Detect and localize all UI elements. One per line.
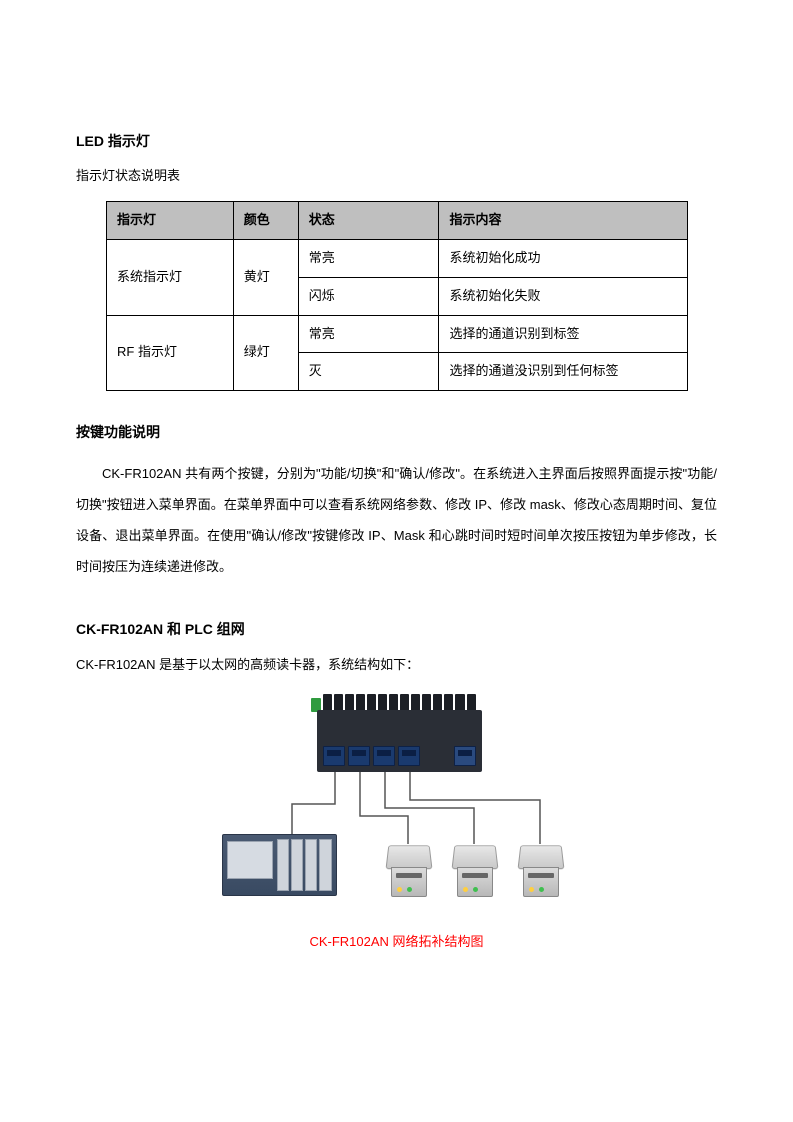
cell-state: 常亮 bbox=[298, 315, 439, 353]
cell-color: 黄灯 bbox=[233, 239, 298, 315]
network-heading: CK-FR102AN 和 PLC 组网 bbox=[76, 618, 717, 640]
ethernet-port bbox=[348, 746, 370, 766]
table-header-row: 指示灯 颜色 状态 指示内容 bbox=[107, 202, 688, 240]
cell-color: 绿灯 bbox=[233, 315, 298, 391]
cell-desc: 选择的通道识别到标签 bbox=[439, 315, 688, 353]
ethernet-switch bbox=[317, 694, 482, 772]
cell-state: 灭 bbox=[298, 353, 439, 391]
led-subtitle: 指示灯状态说明表 bbox=[76, 166, 717, 187]
rfid-reader bbox=[516, 844, 566, 898]
diagram-caption: CK-FR102AN 网络拓补结构图 bbox=[309, 932, 483, 953]
cell-desc: 系统初始化成功 bbox=[439, 239, 688, 277]
button-heading: 按键功能说明 bbox=[76, 421, 717, 443]
led-table: 指示灯 颜色 状态 指示内容 系统指示灯 黄灯 常亮 系统初始化成功 闪烁 系统… bbox=[106, 201, 688, 391]
th-state: 状态 bbox=[298, 202, 439, 240]
switch-body bbox=[317, 710, 482, 772]
th-indicator: 指示灯 bbox=[107, 202, 234, 240]
cell-state: 常亮 bbox=[298, 239, 439, 277]
button-body: CK-FR102AN 共有两个按键，分别为"功能/切换"和"确认/修改"。在系统… bbox=[76, 458, 717, 583]
table-row: 系统指示灯 黄灯 常亮 系统初始化成功 bbox=[107, 239, 688, 277]
network-diagram bbox=[222, 694, 572, 914]
rfid-reader bbox=[450, 844, 500, 898]
cell-desc: 选择的通道没识别到任何标签 bbox=[439, 353, 688, 391]
cell-name: 系统指示灯 bbox=[107, 239, 234, 315]
plc-device bbox=[222, 834, 337, 896]
cell-state: 闪烁 bbox=[298, 277, 439, 315]
ethernet-port bbox=[398, 746, 420, 766]
plc-screen bbox=[227, 841, 273, 879]
th-color: 颜色 bbox=[233, 202, 298, 240]
cell-desc: 系统初始化失败 bbox=[439, 277, 688, 315]
cell-name: RF 指示灯 bbox=[107, 315, 234, 391]
ethernet-port bbox=[373, 746, 395, 766]
th-desc: 指示内容 bbox=[439, 202, 688, 240]
switch-heatsink bbox=[323, 694, 476, 712]
network-diagram-container: CK-FR102AN 网络拓补结构图 bbox=[76, 694, 717, 953]
table-row: RF 指示灯 绿灯 常亮 选择的通道识别到标签 bbox=[107, 315, 688, 353]
ethernet-port bbox=[454, 746, 476, 766]
rfid-reader bbox=[384, 844, 434, 898]
ethernet-port bbox=[323, 746, 345, 766]
plc-slots bbox=[277, 835, 336, 895]
led-heading: LED 指示灯 bbox=[76, 130, 717, 152]
network-intro: CK-FR102AN 是基于以太网的高频读卡器，系统结构如下： bbox=[76, 655, 717, 676]
